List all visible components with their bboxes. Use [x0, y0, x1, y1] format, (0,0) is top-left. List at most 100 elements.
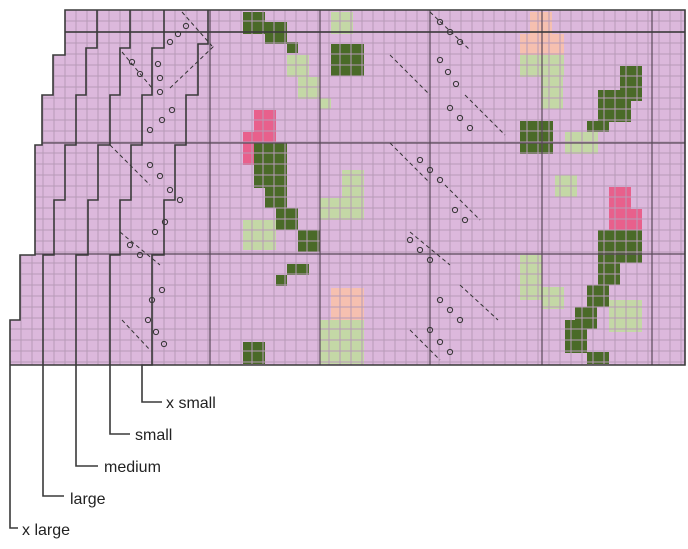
stitch-circle: [456, 38, 464, 46]
motif-block-11: [265, 188, 287, 208]
stitch-circle: [436, 18, 444, 26]
stitch-dash: [464, 94, 506, 136]
stitch-dash: [444, 184, 481, 221]
stitch-circle: [156, 88, 164, 96]
stitch-circle: [126, 241, 134, 249]
motif-block-21: [243, 342, 265, 364]
stitch-circle: [446, 306, 454, 314]
motif-block-4: [287, 55, 309, 77]
stitch-circle: [461, 216, 469, 224]
stitch-dash: [459, 284, 499, 321]
fine-grid: [10, 10, 685, 365]
outline-x-small: [141, 10, 209, 403]
stitch-circle: [406, 236, 414, 244]
outline-x-large: [9, 9, 686, 529]
motif-block-2: [287, 42, 298, 53]
motif-block-0: [243, 12, 265, 34]
stitch-circle: [446, 104, 454, 112]
motif-block-32: [609, 187, 631, 209]
stitch-dash: [121, 51, 153, 89]
stitch-dash: [389, 142, 431, 184]
stitch-circle: [426, 326, 434, 334]
major-grid-lines: [10, 10, 685, 365]
stitch-circle: [456, 316, 464, 324]
motif-block-28: [620, 66, 642, 101]
size-outlines: [9, 9, 686, 529]
stitch-circle: [446, 348, 454, 356]
stitch-dash: [169, 45, 215, 89]
stitch-circle: [436, 296, 444, 304]
motif-block-18: [342, 170, 364, 200]
stitch-circle: [436, 56, 444, 64]
label-small: small: [135, 427, 172, 444]
stitch-circle: [182, 22, 190, 30]
stitch-dash: [409, 231, 451, 266]
stitch-circle: [146, 126, 154, 134]
stitch-circle: [416, 246, 424, 254]
label-x-large: x large: [22, 522, 70, 539]
label-large: large: [70, 491, 106, 508]
stitch-circle: [456, 114, 464, 122]
stitch-dash: [119, 231, 161, 266]
stitch-circle: [151, 228, 159, 236]
motif-block-14: [287, 264, 309, 275]
stitch-circle: [176, 196, 184, 204]
motif-block-16: [243, 220, 276, 250]
motif-block-34: [598, 230, 642, 263]
stitch-circle: [451, 206, 459, 214]
motif-block-40: [520, 255, 542, 300]
stitch-circle: [416, 156, 424, 164]
stitch-circle: [436, 176, 444, 184]
stitch-dash: [181, 11, 213, 47]
motif-block-15: [276, 275, 287, 286]
stitch-dash: [389, 54, 431, 96]
motif-block-20: [320, 320, 364, 364]
stitch-circle: [158, 286, 166, 294]
motif-block-7: [331, 12, 353, 34]
motif-block-26: [520, 121, 553, 154]
stitch-circle: [426, 256, 434, 264]
stitch-circle: [426, 166, 434, 174]
stitch-circle: [436, 338, 444, 346]
stitch-circle: [146, 161, 154, 169]
stitch-symbols: [109, 11, 506, 361]
label-x-small: x small: [166, 395, 216, 412]
stitch-circle: [466, 124, 474, 132]
stitch-dash: [109, 144, 151, 186]
stitch-circle: [136, 70, 144, 78]
motif-block-19: [331, 288, 364, 321]
stitch-circle: [452, 80, 460, 88]
motif-block-5: [298, 77, 320, 99]
stitch-circle: [161, 218, 169, 226]
motif-block-25: [541, 77, 563, 109]
stitch-circle: [136, 251, 144, 259]
motif-block-1: [265, 22, 287, 44]
stitch-circle: [152, 328, 160, 336]
stitch-dash: [429, 11, 471, 51]
size-labels: x small small medium large x large: [22, 395, 216, 539]
outline-small: [109, 10, 165, 435]
stitch-circle: [168, 106, 176, 114]
motif-block-22: [530, 12, 552, 34]
motif-block-10: [254, 143, 287, 188]
stitch-circle: [166, 186, 174, 194]
outline-large: [42, 10, 98, 497]
motif-block-17: [320, 198, 364, 220]
stitch-circle: [444, 68, 452, 76]
motif-block-41: [542, 287, 564, 309]
label-medium: medium: [104, 459, 161, 476]
stitch-circle: [160, 340, 168, 348]
stitch-dash: [409, 329, 441, 361]
motif-block-29: [587, 121, 609, 132]
motif-block-38: [565, 320, 587, 353]
stitch-circle: [158, 116, 166, 124]
stitch-circle: [128, 58, 136, 66]
stitch-circle: [156, 172, 164, 180]
motif-block-3: [331, 44, 364, 76]
stitch-circle: [156, 74, 164, 82]
stitch-circle: [154, 60, 162, 68]
outline-medium: [75, 10, 131, 467]
motif-block-6: [320, 98, 331, 109]
